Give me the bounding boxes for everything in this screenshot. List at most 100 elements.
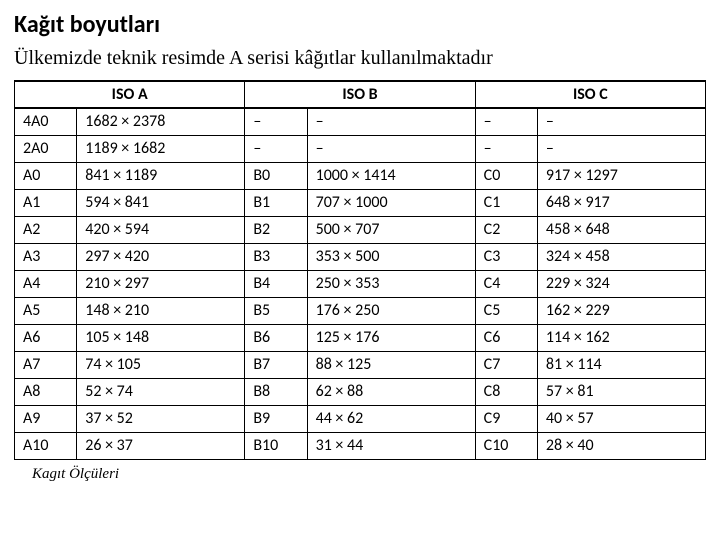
table-cell: C9 — [475, 405, 537, 432]
table-cell: 31 × 44 — [307, 432, 475, 459]
table-cell: 26 × 37 — [77, 432, 245, 459]
table-row: A2420 × 594B2500 × 707C2458 × 648 — [15, 216, 706, 243]
table-cell: 52 × 74 — [77, 378, 245, 405]
table-cell: B4 — [245, 270, 307, 297]
table-cell: 114 × 162 — [537, 324, 705, 351]
header-iso-c: ISO C — [475, 81, 705, 108]
table-row: A852 × 74B862 × 88C857 × 81 — [15, 378, 706, 405]
table-cell: 162 × 229 — [537, 297, 705, 324]
table-cell: 917 × 1297 — [537, 162, 705, 189]
table-cell: – — [475, 108, 537, 135]
table-cell: – — [245, 135, 307, 162]
table-cell: C4 — [475, 270, 537, 297]
table-cell: C6 — [475, 324, 537, 351]
table-cell: A7 — [15, 351, 77, 378]
table-cell: 1000 × 1414 — [307, 162, 475, 189]
table-cell: 500 × 707 — [307, 216, 475, 243]
page-title: Kağıt boyutları — [14, 10, 706, 39]
table-cell: 28 × 40 — [537, 432, 705, 459]
table-cell: A10 — [15, 432, 77, 459]
table-cell: – — [307, 108, 475, 135]
table-caption: Kagıt Ölçüleri — [32, 466, 706, 483]
table-cell: A4 — [15, 270, 77, 297]
table-cell: 458 × 648 — [537, 216, 705, 243]
table-cell: A5 — [15, 297, 77, 324]
table-cell: 74 × 105 — [77, 351, 245, 378]
table-cell: 594 × 841 — [77, 189, 245, 216]
table-cell: 44 × 62 — [307, 405, 475, 432]
table-cell: 2A0 — [15, 135, 77, 162]
table-row: A1026 × 37B1031 × 44C1028 × 40 — [15, 432, 706, 459]
table-header-row: ISO A ISO B ISO C — [15, 81, 706, 108]
table-cell: B6 — [245, 324, 307, 351]
table-cell: 57 × 81 — [537, 378, 705, 405]
table-cell: 176 × 250 — [307, 297, 475, 324]
table-cell: 1189 × 1682 — [77, 135, 245, 162]
table-row: A0841 × 1189B01000 × 1414C0917 × 1297 — [15, 162, 706, 189]
table-cell: 1682 × 2378 — [77, 108, 245, 135]
table-cell: 250 × 353 — [307, 270, 475, 297]
table-row: A774 × 105B788 × 125C781 × 114 — [15, 351, 706, 378]
table-cell: 229 × 324 — [537, 270, 705, 297]
table-cell: A9 — [15, 405, 77, 432]
table-cell: B8 — [245, 378, 307, 405]
table-cell: A1 — [15, 189, 77, 216]
table-row: A5148 × 210B5176 × 250C5162 × 229 — [15, 297, 706, 324]
table-cell: 4A0 — [15, 108, 77, 135]
table-cell: – — [537, 108, 705, 135]
table-cell: – — [307, 135, 475, 162]
table-cell: 648 × 917 — [537, 189, 705, 216]
table-row: 4A01682 × 2378–––– — [15, 108, 706, 135]
table-cell: 105 × 148 — [77, 324, 245, 351]
table-cell: B3 — [245, 243, 307, 270]
table-cell: 324 × 458 — [537, 243, 705, 270]
table-cell: 62 × 88 — [307, 378, 475, 405]
table-row: A1594 × 841B1707 × 1000C1648 × 917 — [15, 189, 706, 216]
table-cell: 148 × 210 — [77, 297, 245, 324]
table-row: A4210 × 297B4250 × 353C4229 × 324 — [15, 270, 706, 297]
table-row: A937 × 52B944 × 62C940 × 57 — [15, 405, 706, 432]
table-cell: C7 — [475, 351, 537, 378]
table-cell: – — [245, 108, 307, 135]
table-cell: A3 — [15, 243, 77, 270]
header-iso-a: ISO A — [15, 81, 245, 108]
table-cell: C1 — [475, 189, 537, 216]
table-cell: C5 — [475, 297, 537, 324]
table-cell: C3 — [475, 243, 537, 270]
table-cell: C8 — [475, 378, 537, 405]
header-iso-b: ISO B — [245, 81, 475, 108]
table-cell: B0 — [245, 162, 307, 189]
table-cell: A6 — [15, 324, 77, 351]
table-cell: 210 × 297 — [77, 270, 245, 297]
table-cell: – — [537, 135, 705, 162]
table-cell: 125 × 176 — [307, 324, 475, 351]
table-cell: 420 × 594 — [77, 216, 245, 243]
table-cell: B2 — [245, 216, 307, 243]
table-cell: 841 × 1189 — [77, 162, 245, 189]
table-cell: B7 — [245, 351, 307, 378]
table-cell: A8 — [15, 378, 77, 405]
table-cell: B9 — [245, 405, 307, 432]
page-subtitle: Ülkemizde teknik resimde A serisi kâğıtl… — [14, 47, 706, 70]
table-row: A3297 × 420B3353 × 500C3324 × 458 — [15, 243, 706, 270]
table-cell: 81 × 114 — [537, 351, 705, 378]
table-row: A6105 × 148B6125 × 176C6114 × 162 — [15, 324, 706, 351]
table-row: 2A01189 × 1682–––– — [15, 135, 706, 162]
table-cell: 37 × 52 — [77, 405, 245, 432]
table-cell: 88 × 125 — [307, 351, 475, 378]
table-cell: A0 — [15, 162, 77, 189]
table-cell: A2 — [15, 216, 77, 243]
table-cell: C10 — [475, 432, 537, 459]
table-body: 4A01682 × 2378––––2A01189 × 1682––––A084… — [15, 108, 706, 459]
table-cell: B10 — [245, 432, 307, 459]
table-cell: B5 — [245, 297, 307, 324]
paper-sizes-table: ISO A ISO B ISO C 4A01682 × 2378––––2A01… — [14, 80, 706, 460]
table-cell: – — [475, 135, 537, 162]
table-cell: 353 × 500 — [307, 243, 475, 270]
table-cell: 707 × 1000 — [307, 189, 475, 216]
table-cell: 40 × 57 — [537, 405, 705, 432]
table-cell: B1 — [245, 189, 307, 216]
table-cell: C0 — [475, 162, 537, 189]
table-cell: C2 — [475, 216, 537, 243]
table-cell: 297 × 420 — [77, 243, 245, 270]
